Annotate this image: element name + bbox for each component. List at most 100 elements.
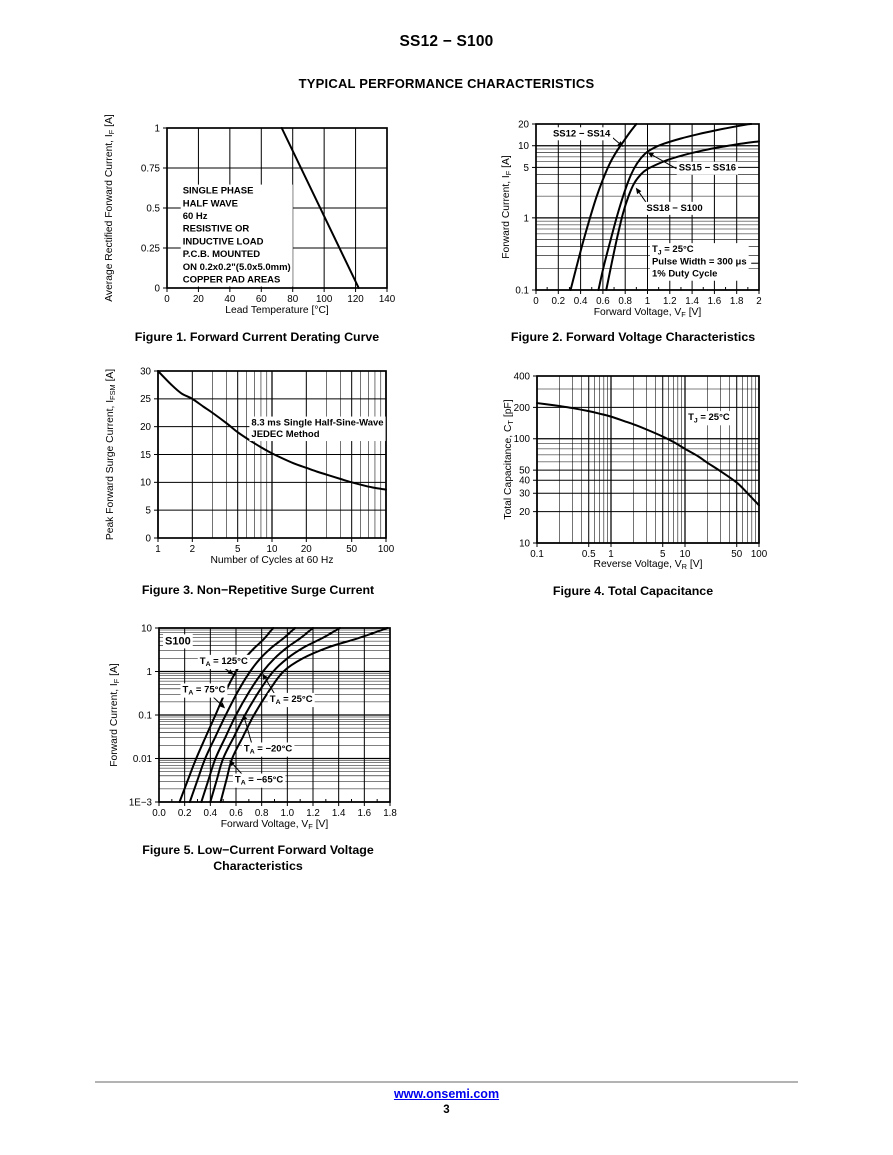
y-axis-label: Forward Current, IF [A] bbox=[501, 155, 513, 259]
svg-text:0.4: 0.4 bbox=[574, 296, 588, 307]
svg-text:SS18 − S100: SS18 − S100 bbox=[646, 203, 702, 214]
svg-text:100: 100 bbox=[316, 294, 333, 305]
svg-text:1.6: 1.6 bbox=[358, 808, 372, 819]
svg-text:TA = 25°C: TA = 25°C bbox=[270, 694, 313, 706]
annotation: TA = 125°C bbox=[200, 656, 248, 668]
tick-labels: 0.0 0.2 0.4 0.6 0.8 1.0 1.2 1.4 1.6 1.8 1E−3 0.01 0.… bbox=[129, 623, 398, 819]
annotation: SS12 − SS14 bbox=[553, 128, 611, 139]
series-TA = 25°C bbox=[200, 627, 314, 803]
svg-text:80: 80 bbox=[287, 294, 298, 305]
page-title: SS12 − S100 bbox=[399, 33, 494, 50]
svg-text:8.3 ms Single Half-Sine-Wave: 8.3 ms Single Half-Sine-Wave bbox=[251, 418, 383, 429]
svg-text:120: 120 bbox=[347, 294, 364, 305]
series-derating-curve bbox=[280, 127, 360, 289]
figure-2-caption: Figure 2. Forward Voltage Characteristic… bbox=[473, 329, 793, 345]
arrowhead bbox=[617, 141, 624, 147]
tick-marks bbox=[155, 627, 391, 806]
caption-text: Characteristics bbox=[213, 859, 303, 873]
svg-text:100: 100 bbox=[514, 434, 531, 445]
svg-text:15: 15 bbox=[140, 450, 151, 461]
svg-text:0.6: 0.6 bbox=[229, 808, 243, 819]
svg-text:0.01: 0.01 bbox=[133, 754, 152, 765]
annotation: S100 bbox=[165, 635, 191, 647]
series-surge-current bbox=[157, 370, 387, 491]
arrowhead bbox=[229, 760, 236, 767]
svg-text:5: 5 bbox=[146, 506, 152, 517]
svg-text:2: 2 bbox=[756, 296, 761, 307]
svg-text:30: 30 bbox=[140, 366, 151, 377]
svg-text:0.1: 0.1 bbox=[530, 549, 544, 560]
figure-3-caption: Figure 3. Non−Repetitive Surge Current bbox=[98, 582, 418, 598]
annotation: TA = −20°C bbox=[244, 743, 292, 755]
caption-text: Figure 2. Forward Voltage Characteristic… bbox=[510, 330, 756, 344]
svg-text:RESISTIVE OR: RESISTIVE OR bbox=[183, 224, 250, 235]
svg-text:400: 400 bbox=[514, 371, 531, 382]
figure-5: S100 TA = 125°C TA = 75°C TA = 25°C TA = −20… bbox=[109, 623, 397, 831]
figure-1-caption: Figure 1. Forward Current Derating Curve bbox=[97, 329, 417, 345]
svg-text:40: 40 bbox=[519, 476, 530, 487]
svg-text:200: 200 bbox=[514, 403, 531, 414]
series-group bbox=[280, 127, 360, 289]
svg-text:SS12 − SS14: SS12 − SS14 bbox=[553, 128, 611, 139]
svg-text:100: 100 bbox=[378, 544, 395, 555]
svg-text:1.4: 1.4 bbox=[685, 296, 699, 307]
svg-text:10: 10 bbox=[518, 141, 529, 152]
tick-marks bbox=[532, 123, 760, 294]
major-grid bbox=[536, 375, 760, 544]
annotation: SS15 − SS16 bbox=[679, 163, 736, 174]
series-total-capacitance bbox=[536, 402, 760, 507]
leader-line bbox=[244, 719, 254, 748]
svg-text:1.0: 1.0 bbox=[281, 808, 295, 819]
caption-text: Figure 5. Low−Current Forward Voltage bbox=[142, 843, 374, 857]
svg-text:50: 50 bbox=[519, 466, 530, 477]
svg-text:P.C.B. MOUNTED: P.C.B. MOUNTED bbox=[183, 249, 261, 260]
tick-marks bbox=[163, 127, 388, 292]
svg-text:0.2: 0.2 bbox=[551, 296, 565, 307]
figure-5-caption: Figure 5. Low−Current Forward Voltage Ch… bbox=[98, 842, 418, 874]
arrowhead bbox=[227, 669, 234, 675]
svg-text:2: 2 bbox=[190, 544, 195, 555]
svg-text:50: 50 bbox=[346, 544, 357, 555]
svg-text:Pulse Width = 300 μs: Pulse Width = 300 μs bbox=[652, 256, 747, 267]
svg-text:1E−3: 1E−3 bbox=[129, 797, 153, 808]
figure-4-caption: Figure 4. Total Capacitance bbox=[473, 583, 793, 599]
figure-4: TJ = 25°C0.1 0.5 1 5 10 50 1001020304050100200… bbox=[503, 371, 768, 571]
svg-text:30: 30 bbox=[519, 489, 530, 500]
svg-text:1.6: 1.6 bbox=[708, 296, 722, 307]
tick-marks bbox=[533, 375, 760, 547]
annotation: TJ = 25°C bbox=[688, 412, 730, 424]
caption-text: Figure 4. Total Capacitance bbox=[552, 584, 714, 598]
svg-text:1.2: 1.2 bbox=[663, 296, 677, 307]
svg-text:100: 100 bbox=[751, 549, 768, 560]
svg-text:10: 10 bbox=[519, 538, 530, 549]
svg-text:60 Hz: 60 Hz bbox=[183, 211, 208, 222]
footer-website-link[interactable]: www.onsemi.com bbox=[393, 1087, 500, 1101]
svg-text:INDUCTIVE LOAD: INDUCTIVE LOAD bbox=[183, 236, 264, 247]
svg-text:40: 40 bbox=[224, 294, 235, 305]
svg-text:0.2: 0.2 bbox=[178, 808, 192, 819]
series-group bbox=[569, 123, 760, 291]
svg-text:1: 1 bbox=[524, 213, 529, 224]
svg-text:5: 5 bbox=[235, 544, 241, 555]
arrowhead bbox=[635, 187, 642, 195]
series-TA = −20°C bbox=[209, 627, 341, 803]
svg-text:0: 0 bbox=[146, 533, 152, 544]
svg-text:10: 10 bbox=[140, 478, 151, 489]
svg-text:0.8: 0.8 bbox=[255, 808, 269, 819]
x-axis-label: Lead Temperature [°C] bbox=[225, 305, 329, 316]
svg-text:20: 20 bbox=[519, 507, 530, 518]
svg-text:0: 0 bbox=[155, 283, 161, 294]
svg-text:1: 1 bbox=[155, 544, 160, 555]
footer-divider bbox=[95, 1081, 798, 1083]
leader-line bbox=[611, 136, 620, 144]
svg-text:60: 60 bbox=[256, 294, 267, 305]
series-SS12 − SS14 bbox=[569, 123, 638, 291]
svg-text:20: 20 bbox=[301, 544, 312, 555]
svg-text:TA = −65°C: TA = −65°C bbox=[235, 775, 283, 787]
